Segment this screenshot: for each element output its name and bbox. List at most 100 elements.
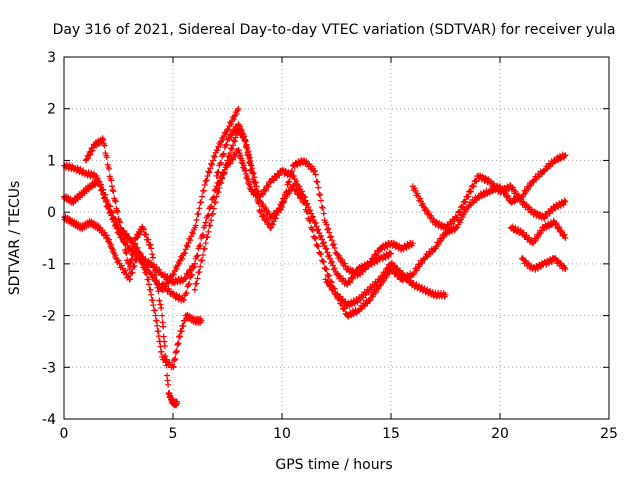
data-point-fill <box>413 281 420 288</box>
data-point <box>289 183 296 190</box>
data-point-fill <box>103 232 110 239</box>
data-point-fill <box>328 282 335 289</box>
x-tick-label: 25 <box>600 426 618 442</box>
data-point-fill <box>153 280 160 287</box>
data-point-fill <box>252 179 259 186</box>
data-point-fill <box>207 222 214 229</box>
data-point-fill <box>264 183 271 190</box>
data-point-fill <box>470 183 477 190</box>
data-point-fill <box>457 209 464 216</box>
data-point-fill <box>161 343 168 350</box>
data-point-fill <box>158 305 165 312</box>
data-point-fill <box>200 187 207 194</box>
data-point-fill <box>143 231 150 238</box>
data-point-fill <box>296 183 303 190</box>
data-point-fill <box>367 259 374 266</box>
data-point-fill <box>156 297 163 304</box>
data-point-fill <box>270 218 277 225</box>
data-point-fill <box>290 173 297 180</box>
data-point-fill <box>553 220 560 227</box>
data-point-fill <box>209 157 216 164</box>
data-point-fill <box>189 271 196 278</box>
data-point <box>562 152 569 159</box>
data-point-fill <box>384 243 391 250</box>
data-point <box>279 203 285 210</box>
data-point-fill <box>205 212 212 219</box>
data-point <box>388 250 394 257</box>
data-point-fill <box>199 231 206 238</box>
data-point-fill <box>451 218 458 225</box>
data-point-fill <box>180 323 187 330</box>
data-point-fill <box>555 225 562 232</box>
data-point-fill <box>196 205 203 212</box>
data-point-fill <box>231 128 238 135</box>
data-point-fill <box>459 204 466 211</box>
data-point-fill <box>149 251 156 258</box>
data-point-fill <box>195 210 202 217</box>
data-point-fill <box>151 307 158 314</box>
y-tick-label: 1 <box>47 153 56 169</box>
data-point-fill <box>165 279 172 286</box>
data-point-fill <box>265 183 272 190</box>
data-point-fill <box>329 287 336 294</box>
data-point-fill <box>421 285 428 292</box>
data-point-fill <box>261 186 268 193</box>
data-point-fill <box>98 181 105 188</box>
data-point-fill <box>543 261 550 268</box>
plot-frame <box>63 56 610 420</box>
data-point <box>235 105 242 112</box>
data-point <box>152 312 159 319</box>
data-point-fill <box>114 209 121 216</box>
data-point <box>95 178 102 185</box>
data-point-fill <box>556 223 563 230</box>
data-point-fill <box>531 208 538 215</box>
data-point-fill <box>123 250 130 257</box>
data-point-fill <box>552 221 559 228</box>
data-point <box>202 178 209 185</box>
data-point-fill <box>410 280 417 287</box>
data-point-fill <box>148 291 155 298</box>
data-point-fill <box>231 152 238 159</box>
data-point-fill <box>207 204 214 211</box>
data-point-fill <box>282 189 289 196</box>
data-point-fill <box>454 214 461 221</box>
data-point-fill <box>320 239 327 246</box>
data-point <box>126 245 133 252</box>
data-point-fill <box>111 197 118 204</box>
data-point-fill <box>212 199 219 206</box>
data-point <box>333 291 340 298</box>
data-point-fill <box>215 168 222 175</box>
data-point-fill <box>379 256 386 263</box>
data-point-fill <box>292 187 299 194</box>
data-point-fill <box>199 233 206 240</box>
chart-title: Day 316 of 2021, Sidereal Day-to-day VTE… <box>53 22 616 38</box>
data-point-fill <box>186 280 193 287</box>
data-point-fill <box>325 278 332 285</box>
data-point-fill <box>338 300 345 307</box>
data-point-fill <box>314 179 321 186</box>
data-point-fill <box>535 265 542 272</box>
data-point-fill <box>316 191 323 198</box>
data-point-fill <box>229 156 236 163</box>
data-point-fill <box>558 227 565 234</box>
data-point-fill <box>208 217 215 224</box>
data-point-fill <box>335 295 342 302</box>
data-point-fill <box>140 226 147 233</box>
data-point-fill <box>341 305 348 312</box>
data-point-fill <box>220 171 227 178</box>
data-point-fill <box>400 246 407 253</box>
data-point-fill <box>473 178 480 185</box>
data-point-fill <box>532 266 539 273</box>
data-point-fill <box>258 208 265 215</box>
data-point-fill <box>324 279 331 286</box>
data-point-fill <box>194 252 201 259</box>
data-point-fill <box>433 218 440 225</box>
data-point <box>148 245 155 252</box>
data-point-fill <box>318 232 325 239</box>
data-point-fill <box>108 177 115 184</box>
data-point-fill <box>512 224 519 231</box>
x-tick-label: 10 <box>273 426 291 442</box>
data-point-fill <box>214 169 221 176</box>
data-point-fill <box>192 222 199 229</box>
data-point-fill <box>106 165 113 172</box>
